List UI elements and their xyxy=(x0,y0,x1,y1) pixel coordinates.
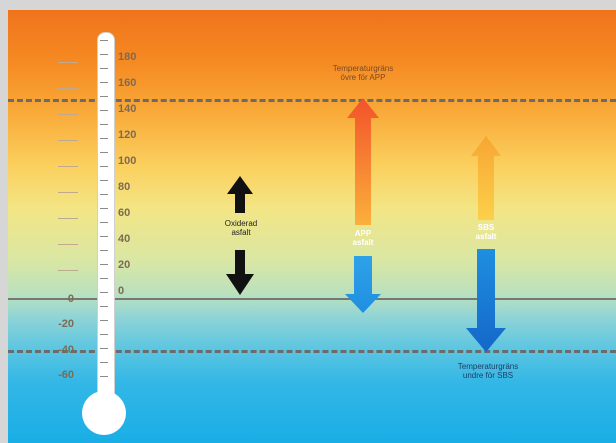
lower-limit-label: Temperaturgräns undre för SBS xyxy=(457,362,519,380)
app-up-arrow xyxy=(347,98,379,225)
oxidized-label: Oxiderad asfalt xyxy=(224,219,258,237)
app-label: APP asfalt xyxy=(352,229,374,247)
right-scale-label: 40 xyxy=(118,233,131,245)
right-scale-label: 20 xyxy=(118,259,131,271)
left-scale-label: -60 xyxy=(58,369,74,381)
right-scale-label: 0 xyxy=(118,285,125,297)
left-scale-label: -20 xyxy=(58,318,74,330)
right-scale-label: 100 xyxy=(118,155,137,167)
lower-limit-line xyxy=(8,350,616,353)
right-scale-label: 140 xyxy=(118,103,137,115)
oxidized-up-arrow xyxy=(227,176,253,213)
thermometer-bulb xyxy=(82,391,126,435)
upper-limit-label: Temperaturgräns övre för APP xyxy=(332,64,394,82)
right-scale-label: 60 xyxy=(118,207,131,219)
app-down-arrow xyxy=(345,256,381,313)
right-scale-label: 80 xyxy=(118,181,131,193)
left-scale-label: 0 xyxy=(67,293,74,305)
right-scale-label: 180 xyxy=(118,51,137,63)
upper-limit-line xyxy=(8,99,616,102)
zero-line xyxy=(8,298,616,300)
sbs-up-arrow xyxy=(471,136,501,220)
right-scale-label: 160 xyxy=(118,77,137,89)
arrows-layer xyxy=(226,98,506,352)
sbs-down-arrow xyxy=(466,249,506,352)
temperature-diagram: 0 -20 -40 -60 180 160 140 120 100 80 60 … xyxy=(8,10,616,443)
left-scale-label: -40 xyxy=(58,344,74,356)
sbs-label: SBS asfalt xyxy=(475,223,497,241)
oxidized-down-arrow xyxy=(226,250,254,295)
right-scale-label: 120 xyxy=(118,129,137,141)
